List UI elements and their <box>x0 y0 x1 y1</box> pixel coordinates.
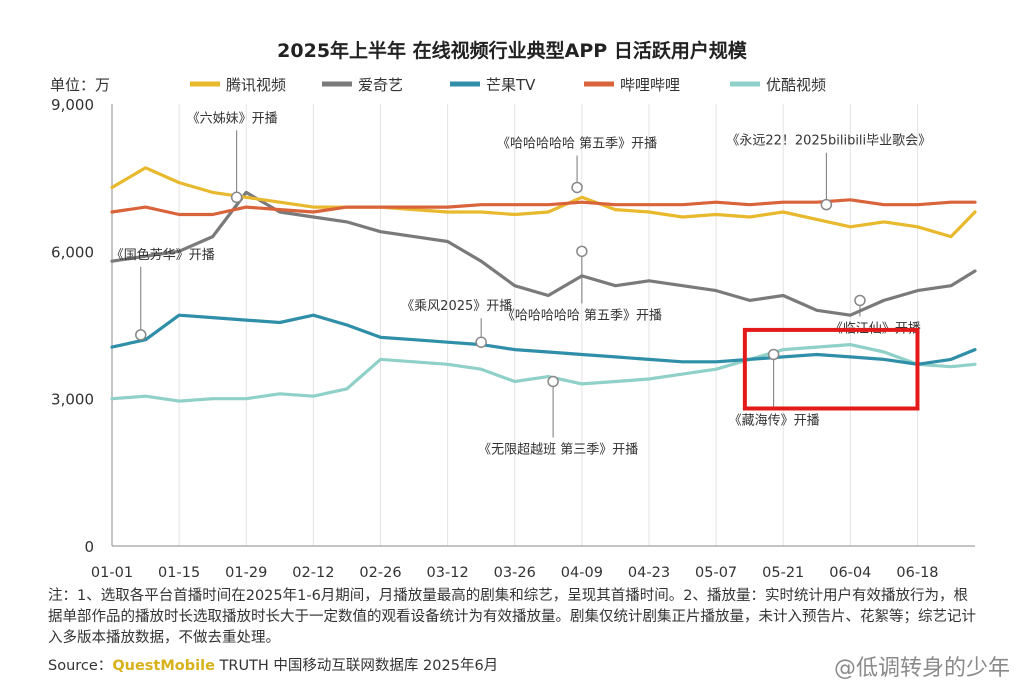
annotation-label: 《六姊妹》开播 <box>187 111 278 126</box>
legend-label: 爱奇艺 <box>358 76 403 94</box>
annotation-dot <box>547 375 559 388</box>
annotation-dot <box>854 294 866 307</box>
series-line <box>110 166 977 239</box>
x-tick-label: 05-07 <box>695 565 737 581</box>
legend-label: 腾讯视频 <box>226 76 286 94</box>
x-tick-label: 01-29 <box>225 565 267 581</box>
y-tick-label: 0 <box>84 538 94 556</box>
x-tick-label: 01-15 <box>158 565 200 581</box>
x-tick-label: 06-04 <box>829 565 871 581</box>
unit-label: 单位：万 <box>50 76 110 94</box>
series-line <box>110 198 977 217</box>
x-tick-label: 04-09 <box>561 565 603 581</box>
annotation-label: 《哈哈哈哈哈 第五季》开播 <box>502 308 662 323</box>
source-brand: QuestMobile <box>112 658 215 674</box>
y-tick-label: 6,000 <box>51 243 94 261</box>
annotations: 《六姊妹》开播《国色芳华》开播《哈哈哈哈哈 第五季》开播《哈哈哈哈哈 第五季》开… <box>111 111 931 457</box>
watermark: @低调转身的少年 <box>833 656 1010 681</box>
x-tick-label: 03-26 <box>494 565 536 581</box>
highlight-rect <box>742 327 920 411</box>
annotation-label: 《无限超越班 第三季》开播 <box>478 442 638 457</box>
x-tick-label: 02-12 <box>292 565 334 581</box>
y-tick-label: 9,000 <box>51 96 94 114</box>
annotation-dot <box>820 198 833 211</box>
annotation-dot <box>576 245 588 258</box>
source-prefix: Source： <box>48 658 113 674</box>
source-line: Source：QuestMobile TRUTH 中国移动互联网数据库 2025… <box>48 654 498 675</box>
axes: 01-01 01-15 01-29 02-12 02-26 03-12 03-26 04-09… <box>51 96 975 581</box>
x-tick-label: 02-26 <box>359 565 401 581</box>
annotation-dot <box>230 191 243 204</box>
annotation-label: 《永远22！2025bilibili毕业歌会》 <box>726 134 931 149</box>
legend: 腾讯视频 爱奇艺 芒果TV 哔哩哔哩 优酷视频 <box>190 76 826 94</box>
x-tick-label: 05-21 <box>762 565 804 581</box>
legend-label: 优酷视频 <box>766 76 826 94</box>
x-tick-label: 01-01 <box>91 565 133 581</box>
series-line <box>110 313 977 366</box>
annotation-label: 《乘风2025》开播 <box>401 299 512 314</box>
x-tick-label: 06-18 <box>896 565 938 581</box>
source-rest: TRUTH 中国移动互联网数据库 2025年6月 <box>214 658 499 674</box>
grid <box>111 104 918 546</box>
x-tick-label: 04-23 <box>628 565 670 581</box>
annotation-label: 《藏海传》开播 <box>729 413 820 428</box>
annotation-dot <box>475 336 487 348</box>
annotation-label: 《哈哈哈哈哈 第五季》开播 <box>497 136 657 151</box>
series-line <box>110 343 977 403</box>
legend-label: 芒果TV <box>486 76 536 94</box>
x-tick-label: 03-12 <box>427 565 469 581</box>
y-tick-label: 3,000 <box>51 391 94 409</box>
annotation-dot <box>135 329 147 341</box>
annotation-dot <box>571 181 583 194</box>
footnote: 注：1、选取各平台首播时间在2025年1-6月期间，月播放量最高的剧集和综艺，呈… <box>48 588 976 646</box>
chart-title: 2025年上半年 在线视频行业典型APP 日活跃用户规模 <box>277 39 748 62</box>
dau-line-chart: 2025年上半年 在线视频行业典型APP 日活跃用户规模 单位：万 腾讯视频 爱奇… <box>50 39 977 581</box>
annotation-dot <box>767 348 780 361</box>
legend-label: 哔哩哔哩 <box>620 76 680 94</box>
highlight-box <box>742 327 920 411</box>
series-group <box>110 166 977 403</box>
annotation-label: 《国色芳华》开播 <box>111 247 215 263</box>
